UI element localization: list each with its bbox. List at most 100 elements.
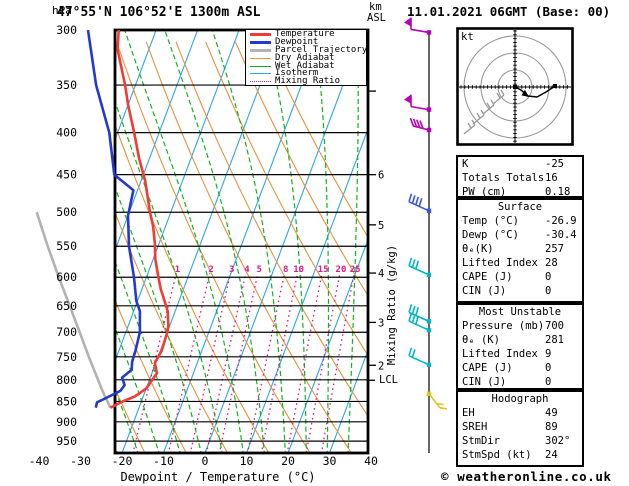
km-tick-label: 4 (378, 268, 384, 280)
stat-row: SREH 89 (458, 420, 582, 434)
stats-table-title: Hodograph (491, 393, 549, 405)
km-axis-header: km ASL (367, 2, 386, 24)
mixing-ratio-value-label: 8 (283, 265, 288, 275)
wind-barb-icon (409, 117, 432, 133)
hodograph (456, 27, 574, 146)
temp-tick-label: -40 (29, 454, 50, 468)
stat-row: Dewp (°C) -30.4 (458, 228, 582, 242)
stat-label: CIN (J) (462, 376, 507, 388)
stats-table-title: Most Unstable (478, 306, 562, 318)
mixing-ratio-value-label: 25 (350, 265, 361, 275)
lcl-label: LCL (379, 374, 398, 386)
hodograph-end-marker (553, 84, 557, 88)
pressure-tick-label: 350 (56, 78, 77, 92)
mixing-ratio-value-label: 4 (244, 265, 250, 275)
stat-label: Dewp (°C) (462, 229, 519, 241)
stat-value: 89 (545, 421, 558, 433)
pressure-tick-label: 300 (56, 23, 77, 37)
pressure-tick-label: 950 (56, 434, 77, 448)
pressure-tick-label: 400 (56, 126, 77, 140)
stat-value: 0 (545, 362, 552, 374)
wind-barb-icon (404, 94, 432, 112)
wind-barb-icon (408, 257, 432, 278)
stat-label: StmSpd (kt) (462, 449, 532, 461)
stat-label: θₑ(K) (462, 243, 494, 255)
stat-label: CAPE (J) (462, 271, 513, 283)
stat-label: Lifted Index (462, 348, 538, 360)
stat-row: Temp (°C) -26.9 (458, 214, 582, 228)
stat-label: SREH (462, 421, 488, 433)
legend-item: Dry Adiabat (250, 52, 366, 63)
stat-value: 700 (545, 320, 564, 332)
stat-row: K -25 (458, 157, 582, 171)
pressure-axis-unit-label: hPa (52, 4, 72, 17)
stat-label: PW (cm) (462, 186, 507, 198)
stat-row: Pressure (mb) 700 (458, 319, 582, 333)
km-tick-label: 3 (378, 317, 384, 329)
wind-barb-icon (408, 193, 432, 213)
legend-line-sample-icon (250, 41, 271, 45)
curve-dewpoint (86, 29, 142, 408)
stat-row: θₑ (K) 281 (458, 333, 582, 347)
axis-tick-labels: 3003504004505005506006507007508008509009… (29, 23, 378, 468)
stat-row: θₑ(K) 257 (458, 242, 582, 256)
stat-label: Totals Totals (462, 172, 545, 184)
legend-line-sample-icon (250, 57, 271, 59)
wind-barb-icon (426, 391, 448, 410)
stat-value: 9 (545, 348, 552, 360)
stat-label: Temp (°C) (462, 215, 519, 227)
wind-barb-icon (408, 347, 432, 368)
stat-value: 28 (545, 257, 558, 269)
wind-barb-icon (404, 17, 432, 35)
stat-label: Pressure (mb) (462, 320, 545, 332)
stat-value: -30.4 (545, 229, 577, 241)
km-tick-label: 6 (378, 170, 384, 182)
legend-line-sample-icon (250, 48, 271, 52)
curve-parcel-trajectory (35, 211, 112, 409)
hodograph-unit-label: kt (461, 31, 474, 43)
stat-row: CAPE (J) 0 (458, 361, 582, 375)
pressure-tick-label: 700 (56, 325, 77, 339)
temp-tick-label: -30 (70, 454, 91, 468)
stat-value: 0 (545, 376, 552, 388)
wind-barb-icon (408, 304, 432, 324)
temp-tick-label: -10 (153, 454, 174, 468)
pressure-tick-label: 550 (56, 239, 77, 253)
legend-item-label: Dry Adiabat (275, 52, 335, 63)
stat-row: CAPE (J) 0 (458, 270, 582, 284)
stat-row: EH 49 (458, 406, 582, 420)
km-tick-label: 5 (378, 220, 384, 232)
skewt-background-lines (115, 30, 368, 453)
stat-value: -26.9 (545, 215, 577, 227)
legend-box: Temperature Dewpoint Parcel Trajectory Dry … (245, 29, 367, 86)
date-title: 11.01.2021 06GMT (Base: 00) (407, 4, 611, 19)
legend-item: Parcel Trajectory (250, 46, 367, 55)
temp-tick-label: 30 (323, 454, 337, 468)
stats-table: Surface Temp (°C) -26.9 Dewp (°C) -30.4 θₑ(K)… (456, 198, 584, 303)
stat-row: PW (cm) 0.18 (458, 185, 582, 199)
legend-item-label: Temperature (275, 29, 335, 40)
hodograph-trace (514, 85, 556, 98)
stats-table: Hodograph EH 49 SREH 89 StmDir 302° StmSpd (kt)… (456, 390, 584, 467)
legend-line-sample-icon (250, 33, 271, 37)
km-tick-label: 2 (378, 360, 384, 372)
legend-item: Dewpoint (250, 38, 366, 47)
legend-item-label: Mixing Ratio (275, 76, 341, 87)
stat-value: 0.18 (545, 186, 571, 198)
station-title: 47°55'N 106°52'E 1300m ASL (57, 5, 261, 20)
hodograph-ghost-barb-icon (492, 89, 505, 105)
stats-table: K -25 Totals Totals 16 PW (cm) 0.18 (456, 155, 584, 198)
stat-value: 49 (545, 407, 558, 419)
stat-row: StmDir 302° (458, 434, 582, 448)
pressure-tick-label: 650 (56, 299, 77, 313)
wind-barb-icon (408, 312, 432, 333)
stat-value: 302° (545, 435, 571, 447)
stat-value: 0 (545, 271, 552, 283)
hodograph-arrowhead-icon (521, 89, 529, 97)
mixing-ratio-value-label: 5 (256, 265, 261, 275)
hodograph-ghost-barb-icon (472, 109, 485, 125)
temp-tick-label: 0 (202, 454, 209, 468)
plot-frame (113, 28, 370, 455)
stat-label: EH (462, 407, 475, 419)
hodograph-ghost-barb-icon (482, 99, 495, 115)
